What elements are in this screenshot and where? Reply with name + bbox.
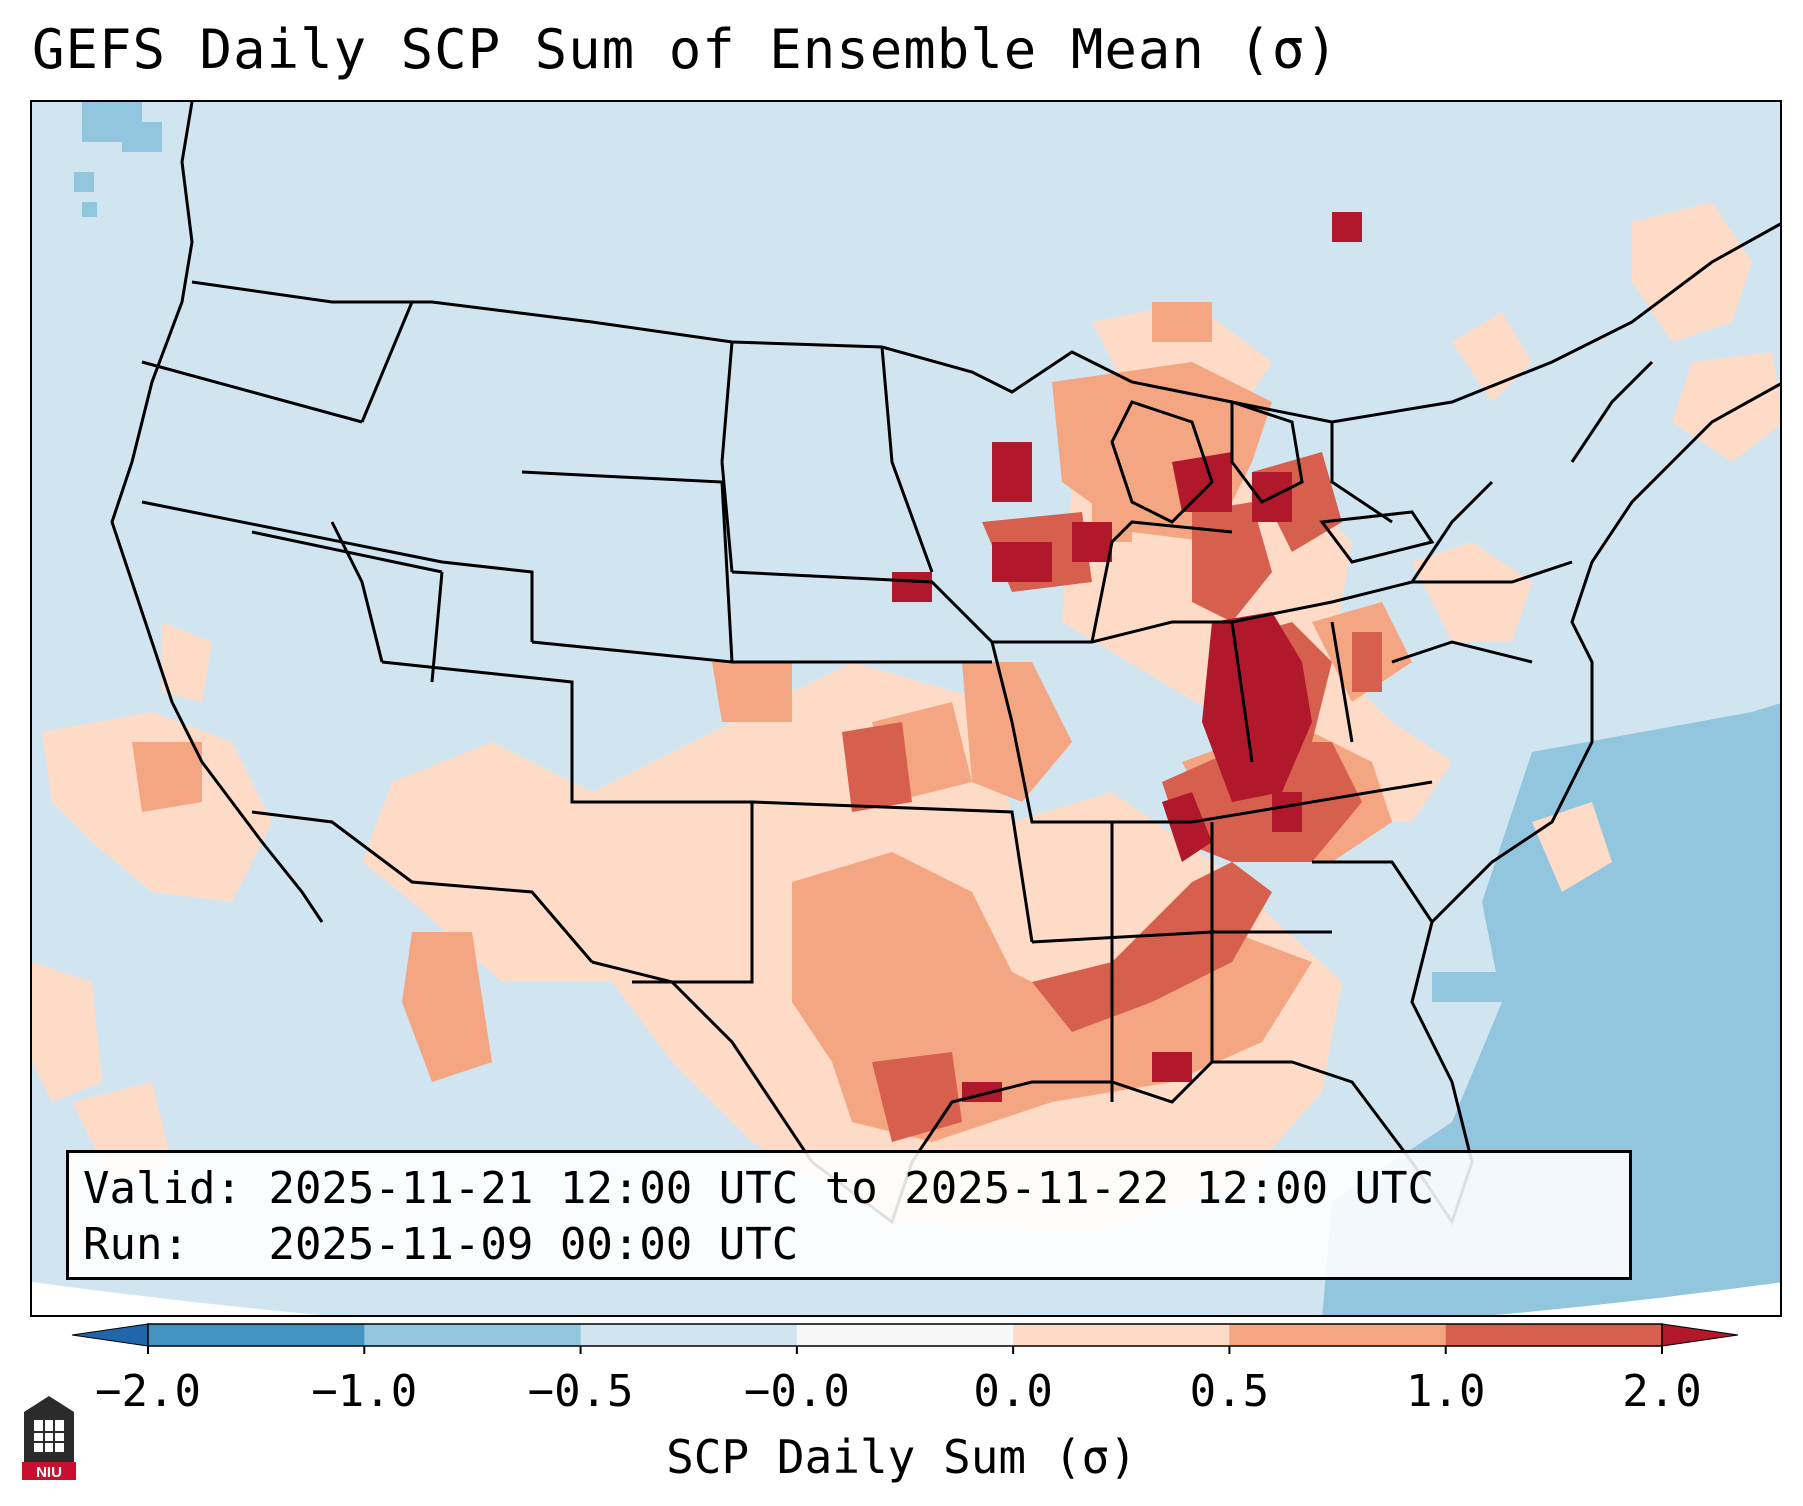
colorbar-tick-label: 1.0 — [1405, 1366, 1486, 1417]
map-title: GEFS Daily SCP Sum of Ensemble Mean (σ) — [32, 18, 1339, 81]
validity-info-box: Valid: 2025-11-21 12:00 UTC to 2025-11-2… — [66, 1150, 1632, 1280]
colorbar-extend-low — [71, 1323, 149, 1347]
run-value: 2025-11-09 00:00 UTC — [268, 1219, 799, 1270]
colorbar-segment — [148, 1324, 365, 1346]
valid-time-line: Valid: 2025-11-21 12:00 UTC to 2025-11-2… — [83, 1161, 1615, 1217]
colorbar — [71, 1323, 1739, 1354]
scp-field-map — [32, 102, 1780, 1315]
colorbar-tick-label: −1.0 — [311, 1366, 418, 1417]
valid-label: Valid: — [83, 1163, 242, 1214]
run-time-line: Run: 2025-11-09 00:00 UTC — [83, 1217, 1615, 1273]
colorbar-tick-label: 0.0 — [973, 1366, 1053, 1417]
colorbar-segment — [1229, 1324, 1447, 1346]
colorbar-outline — [147, 1323, 1663, 1347]
colorbar-segment — [1013, 1324, 1230, 1346]
logo-text: NIU — [36, 1464, 62, 1481]
colorbar-segment — [364, 1324, 582, 1346]
colorbar-tick-label: 2.0 — [1622, 1366, 1702, 1417]
positive-anomaly-extreme — [892, 212, 1362, 1102]
colorbar-label: SCP Daily Sum (σ) — [666, 1430, 1137, 1484]
colorbar-tick-label: −2.0 — [95, 1366, 201, 1417]
projection-edge — [32, 1282, 1780, 1315]
map-panel[interactable] — [30, 100, 1782, 1317]
valid-value: 2025-11-21 12:00 UTC to 2025-11-22 12:00… — [268, 1163, 1435, 1214]
colorbar-tick-label: −0.5 — [527, 1366, 634, 1417]
run-label: Run: — [83, 1219, 242, 1270]
colorbar-tick-label: −0.0 — [743, 1366, 850, 1417]
colorbar-segment — [796, 1324, 1014, 1346]
colorbar-segment — [1445, 1324, 1663, 1346]
colorbar-tick-label: 0.5 — [1189, 1366, 1270, 1417]
colorbar-extend-high — [1661, 1323, 1739, 1347]
niu-logo-icon: NIU — [22, 1396, 76, 1481]
negative-anomaly-pacific — [74, 102, 162, 217]
colorbar-segment — [580, 1324, 798, 1346]
